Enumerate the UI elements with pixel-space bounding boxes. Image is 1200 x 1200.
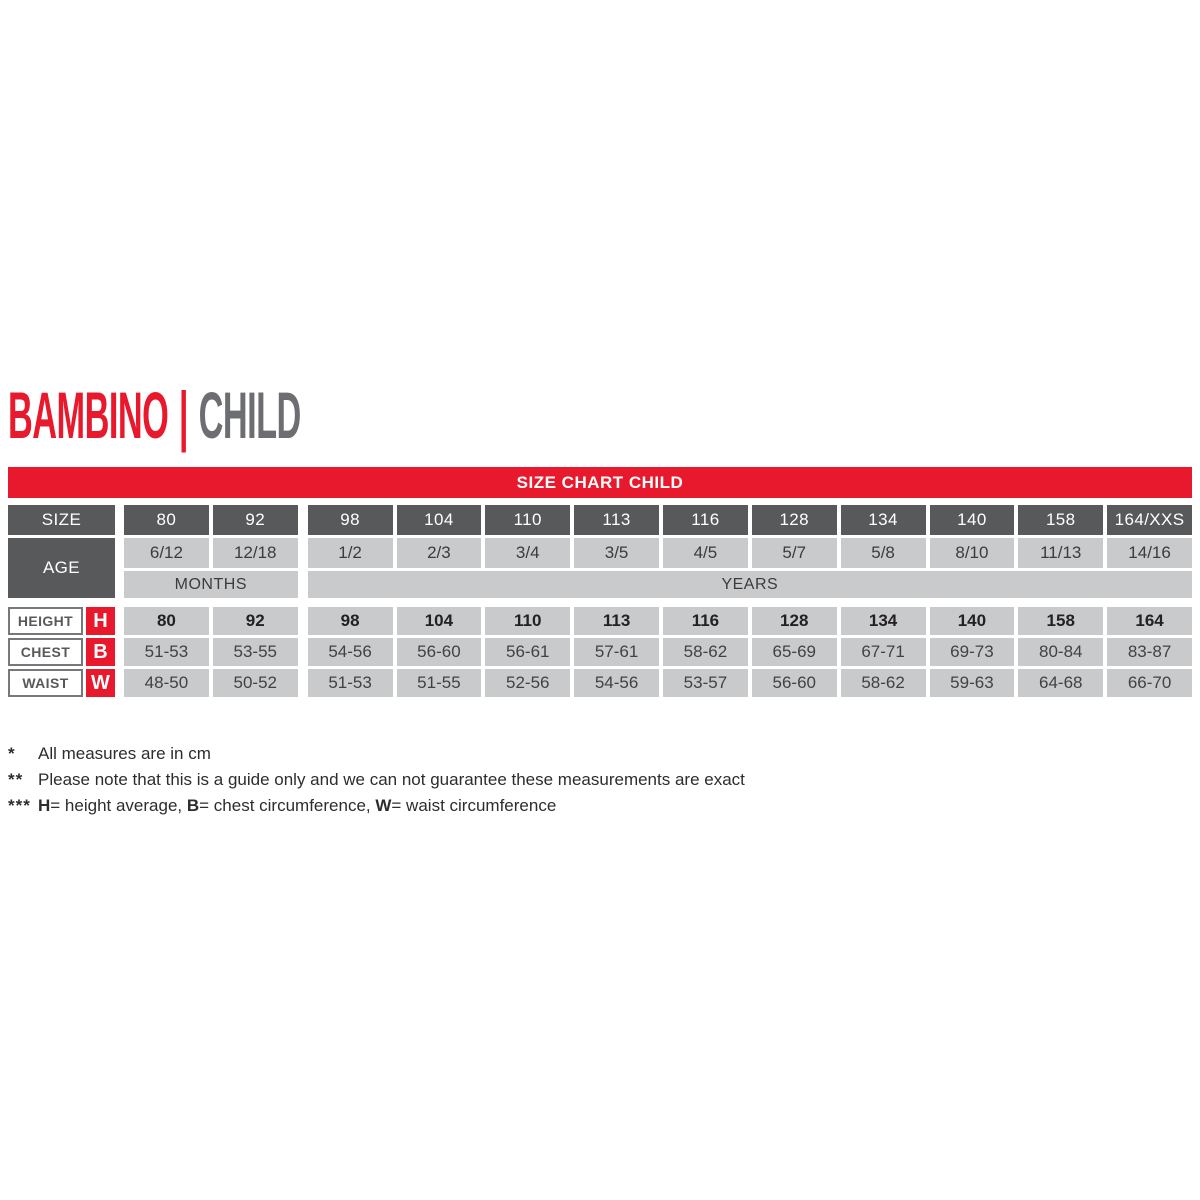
waist-cell: 53-57	[663, 669, 748, 697]
chest-cell: 58-62	[663, 638, 748, 666]
size-cell: 80	[124, 505, 209, 535]
title-separator: |	[178, 378, 189, 452]
height-row-label: HEIGHT H	[8, 607, 115, 635]
age-cell: 1/2	[307, 538, 393, 568]
age-cell: 4/5	[663, 538, 748, 568]
chest-cell: 69-73	[929, 638, 1015, 666]
chest-row-label: CHEST B	[8, 638, 115, 666]
size-cell: 92	[212, 505, 298, 535]
chest-cell: 51-53	[124, 638, 209, 666]
waist-cell: 56-60	[751, 669, 837, 697]
months-label: MONTHS	[124, 571, 298, 598]
size-cell: 110	[485, 505, 571, 535]
waist-cell: 54-56	[574, 669, 659, 697]
height-cell: 134	[840, 607, 926, 635]
footnote-text: Please note that this is a guide only an…	[38, 770, 745, 789]
chest-cell: 53-55	[212, 638, 298, 666]
footnote-text: H= height average, B= chest circumferenc…	[38, 796, 557, 815]
height-cell: 158	[1018, 607, 1104, 635]
size-cell: 164/XXS	[1107, 505, 1192, 535]
page-title: BAMBINO | CHILD	[8, 382, 301, 448]
size-cell: 128	[751, 505, 837, 535]
chest-cell: 56-60	[396, 638, 482, 666]
chest-cell: 56-61	[485, 638, 571, 666]
age-cell: 8/10	[929, 538, 1015, 568]
chest-cell: 65-69	[751, 638, 837, 666]
waist-cell: 64-68	[1018, 669, 1104, 697]
waist-cell: 48-50	[124, 669, 209, 697]
years-label: YEARS	[307, 571, 1192, 598]
waist-cell: 50-52	[212, 669, 298, 697]
size-cell: 113	[574, 505, 659, 535]
waist-cell: 58-62	[840, 669, 926, 697]
age-cell: 11/13	[1018, 538, 1104, 568]
chest-cell: 80-84	[1018, 638, 1104, 666]
waist-letter-badge: W	[86, 669, 115, 697]
table-banner: SIZE CHART CHILD	[8, 467, 1192, 498]
height-cell: 92	[212, 607, 298, 635]
chest-label-box: CHEST	[8, 638, 83, 666]
age-cell: 2/3	[396, 538, 482, 568]
footnote-line: ** Please note that this is a guide only …	[8, 767, 745, 793]
height-letter-badge: H	[86, 607, 115, 635]
chest-cell: 83-87	[1107, 638, 1192, 666]
height-cell: 116	[663, 607, 748, 635]
size-cell: 140	[929, 505, 1015, 535]
footnote-text: All measures are in cm	[38, 744, 211, 763]
age-cell: 12/18	[212, 538, 298, 568]
waist-cell: 66-70	[1107, 669, 1192, 697]
chest-letter-badge: B	[86, 638, 115, 666]
height-cell: 128	[751, 607, 837, 635]
footnote-line: * All measures are in cm	[8, 741, 745, 767]
age-cell: 5/8	[840, 538, 926, 568]
waist-row-label: WAIST W	[8, 669, 115, 697]
footnotes: * All measures are in cm ** Please note tha…	[8, 741, 745, 819]
footnote-line: *** H= height average, B= chest circumfer…	[8, 793, 745, 819]
footnote-marker: **	[8, 770, 24, 789]
age-cell: 3/5	[574, 538, 659, 568]
size-cell: 116	[663, 505, 748, 535]
waist-cell: 52-56	[485, 669, 571, 697]
title-primary: BAMBINO	[8, 378, 169, 452]
size-cell: 104	[396, 505, 482, 535]
age-cell: 6/12	[124, 538, 209, 568]
footnote-marker: ***	[8, 796, 31, 815]
height-cell: 164	[1107, 607, 1192, 635]
chest-cell: 54-56	[307, 638, 393, 666]
waist-cell: 51-53	[307, 669, 393, 697]
size-cell: 158	[1018, 505, 1104, 535]
size-cell: 134	[840, 505, 926, 535]
age-cell: 5/7	[751, 538, 837, 568]
chest-cell: 67-71	[840, 638, 926, 666]
waist-cell: 51-55	[396, 669, 482, 697]
waist-cell: 59-63	[929, 669, 1015, 697]
size-chart-table: SIZE CHART CHILD SIZE AGE MONTHS YEARS H…	[8, 467, 1192, 697]
height-cell: 113	[574, 607, 659, 635]
height-cell: 80	[124, 607, 209, 635]
size-cell: 98	[307, 505, 393, 535]
age-row-label: AGE	[8, 538, 115, 598]
age-cell: 3/4	[485, 538, 571, 568]
height-cell: 140	[929, 607, 1015, 635]
height-cell: 110	[485, 607, 571, 635]
height-cell: 98	[307, 607, 393, 635]
footnote-marker: *	[8, 744, 16, 763]
size-row-label: SIZE	[8, 505, 115, 535]
height-label-box: HEIGHT	[8, 607, 83, 635]
chest-cell: 57-61	[574, 638, 659, 666]
height-cell: 104	[396, 607, 482, 635]
age-cell: 14/16	[1107, 538, 1192, 568]
title-secondary: CHILD	[198, 378, 302, 452]
waist-label-box: WAIST	[8, 669, 83, 697]
